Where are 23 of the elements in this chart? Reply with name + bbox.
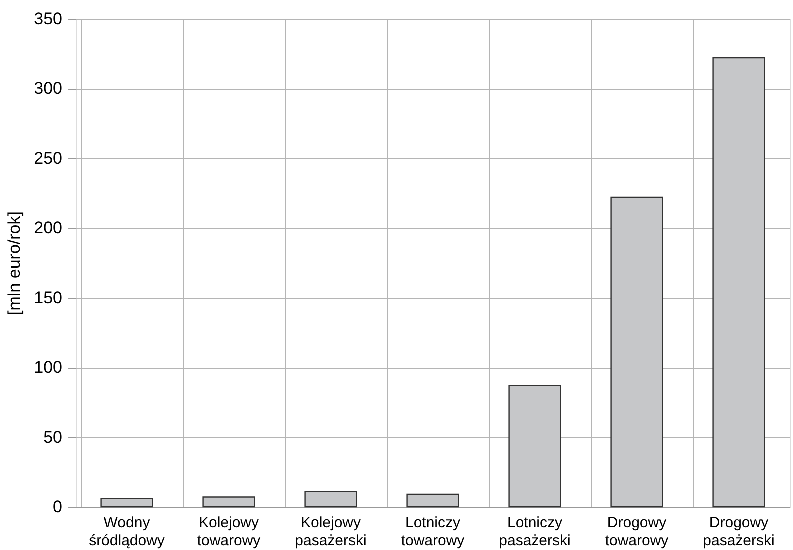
bar xyxy=(406,494,460,508)
bar xyxy=(712,57,766,508)
y-tick-label: 250 xyxy=(34,148,62,168)
y-axis-title: [mln euro/rok] xyxy=(5,212,24,316)
bar xyxy=(508,385,562,508)
x-tick-label: Kolejowy pasażerski xyxy=(295,514,367,550)
x-tick-label: Drogowy pasażerski xyxy=(703,514,775,550)
y-tick-label: 300 xyxy=(34,79,62,98)
x-tick-label: Lotniczy pasażerski xyxy=(499,514,571,550)
bar xyxy=(610,196,664,508)
x-tick-label: Lotniczy towarowy xyxy=(401,514,466,550)
bar xyxy=(304,491,358,508)
y-tick-label: 50 xyxy=(44,428,62,447)
x-tick-label: Drogowy towarowy xyxy=(605,514,670,550)
y-tick-label: 150 xyxy=(34,288,62,308)
bar xyxy=(202,496,256,508)
y-tick-label: 350 xyxy=(34,10,62,28)
bar xyxy=(100,498,154,508)
x-tick-label: Kolejowy towarowy xyxy=(197,514,262,550)
y-tick-label: 100 xyxy=(34,358,62,378)
y-tick-label: 200 xyxy=(34,218,62,238)
y-tick-label: 0 xyxy=(53,498,62,516)
x-tick-label: Wodny śródlądowy xyxy=(89,514,166,550)
